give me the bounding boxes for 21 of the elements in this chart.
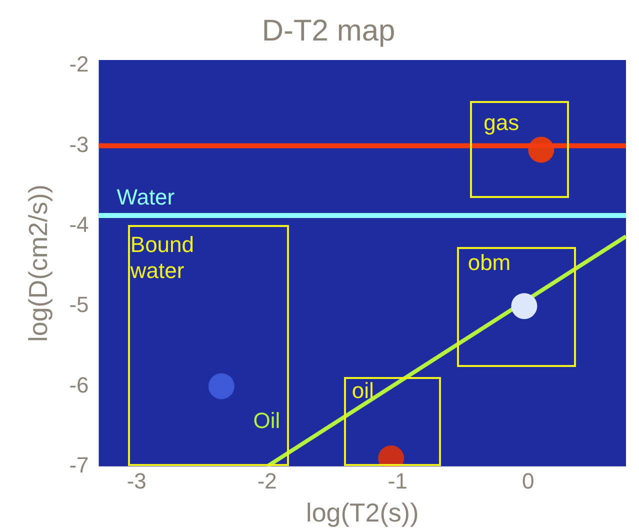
chart-title: D-T2 map <box>262 14 396 48</box>
point <box>208 373 234 400</box>
y-tick-label: -3 <box>69 132 89 157</box>
y-tick-label: -7 <box>69 452 89 478</box>
series-label: Oil <box>253 408 280 433</box>
x-tick-label: -2 <box>257 468 277 494</box>
x-tick-label: 0 <box>522 468 534 494</box>
y-tick-label: -4 <box>69 212 89 237</box>
annotation: Bound water <box>129 232 194 283</box>
annotation: obm <box>468 250 511 276</box>
y-axis-title: log(D(cm2/s)) <box>22 184 53 342</box>
annotation: gas <box>484 110 520 135</box>
x-axis-title: log(T2(s)) <box>306 498 419 528</box>
y-tick-label: -6 <box>69 372 89 398</box>
x-tick-label: -3 <box>126 468 146 494</box>
annotation: oil <box>352 378 374 404</box>
y-tick-label: -2 <box>69 52 89 77</box>
y-tick-label: -5 <box>69 292 89 318</box>
point <box>511 293 538 320</box>
ref-line-label: Water <box>116 184 175 210</box>
x-tick-label: -1 <box>388 468 408 494</box>
